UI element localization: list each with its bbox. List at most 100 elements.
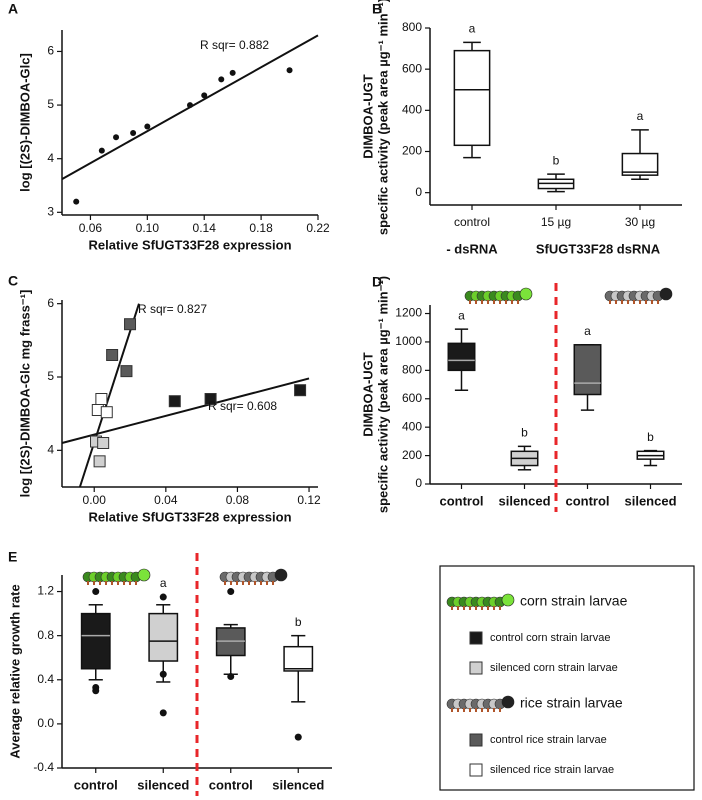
outlier xyxy=(92,683,100,691)
x-tick-label: 0.08 xyxy=(226,493,250,507)
x-tick-label: 0.06 xyxy=(79,221,103,235)
x-tick-label: 0.12 xyxy=(297,493,321,507)
point xyxy=(120,365,133,378)
y-tick-label: 600 xyxy=(402,391,422,405)
legend-label: control rice strain larvae xyxy=(490,734,607,746)
x-tick-label: 30 µg xyxy=(625,215,655,229)
caterpillar-icon xyxy=(446,593,515,610)
significance-letter: a xyxy=(584,324,591,338)
caterpillar-icon xyxy=(464,287,533,304)
outlier xyxy=(227,672,235,680)
outlier xyxy=(227,588,235,596)
y-axis-label: log [(2S)-DIMBOA-Glc mg frass⁻¹] xyxy=(17,290,32,498)
point xyxy=(106,349,119,361)
point xyxy=(201,92,208,99)
annotation: R sqr= 0.827 xyxy=(138,302,207,316)
caterpillar-head xyxy=(659,287,673,301)
caterpillar-icon xyxy=(446,695,515,712)
point xyxy=(144,123,151,130)
box xyxy=(447,342,476,372)
x-axis-label: Relative SfUGT33F28 expression xyxy=(88,509,291,524)
outlier xyxy=(159,670,167,678)
x-tick-label: control xyxy=(74,777,118,792)
panel-label: C xyxy=(8,273,18,289)
regression-line xyxy=(78,303,140,488)
point xyxy=(98,147,105,154)
x-tick-label: silenced xyxy=(272,777,324,792)
x-tick-label: control xyxy=(565,493,609,508)
y-tick-label: 400 xyxy=(402,419,422,433)
y-tick-label: 0 xyxy=(415,185,422,199)
x-tick-label: silenced xyxy=(498,493,550,508)
y-tick-label: 0 xyxy=(415,476,422,490)
point xyxy=(204,393,217,405)
point xyxy=(229,69,236,76)
caterpillar-icon xyxy=(82,568,151,585)
y-tick-label: 1200 xyxy=(395,306,422,320)
x-tick-label: 0.14 xyxy=(193,221,217,235)
legend-header: corn strain larvae xyxy=(520,593,628,609)
y-axis-label: DIMBOA-UGT xyxy=(360,74,375,159)
point xyxy=(93,455,106,468)
panel-label: D xyxy=(372,274,382,290)
y-tick-label: 1.2 xyxy=(37,584,54,598)
point xyxy=(130,129,137,136)
y-tick-label: 0.0 xyxy=(37,716,54,730)
caterpillar-head xyxy=(137,568,151,582)
group-label: - dsRNA xyxy=(446,241,498,256)
significance-letter: b xyxy=(553,153,560,167)
box xyxy=(80,612,111,670)
significance-letter: a xyxy=(637,109,644,123)
legend-header: rice strain larvae xyxy=(520,695,623,711)
x-tick-label: 0.10 xyxy=(136,221,160,235)
x-tick-label: 0.22 xyxy=(306,221,330,235)
y-tick-label: 800 xyxy=(402,20,422,34)
y-axis-label: log [(2S)-DIMBOA-Glc] xyxy=(17,53,32,192)
y-axis-label: DIMBOA-UGT xyxy=(360,352,375,437)
x-tick-label: silenced xyxy=(624,493,676,508)
y-tick-label: 200 xyxy=(402,448,422,462)
y-tick-label: 5 xyxy=(47,369,54,383)
outlier xyxy=(159,709,167,717)
box xyxy=(283,645,314,672)
x-tick-label: control xyxy=(209,777,253,792)
x-tick-label: control xyxy=(439,493,483,508)
point xyxy=(286,67,293,74)
outlier xyxy=(92,588,100,596)
legend-swatch xyxy=(469,631,483,645)
caterpillar-head xyxy=(274,568,288,582)
point xyxy=(95,393,108,405)
x-axis-label: Relative SfUGT33F28 expression xyxy=(88,237,291,252)
point xyxy=(187,102,193,109)
y-axis-label: specific activity (peak area µg⁻¹ min⁻¹) xyxy=(375,276,390,513)
legend-swatch xyxy=(469,733,483,747)
significance-letter: a xyxy=(458,308,465,322)
regression-line xyxy=(61,377,310,444)
group-label: SfUGT33F28 dsRNA xyxy=(536,241,661,256)
y-tick-label: 400 xyxy=(402,102,422,116)
x-tick-label: 0.18 xyxy=(249,221,273,235)
x-tick-label: silenced xyxy=(137,777,189,792)
y-tick-label: 600 xyxy=(402,61,422,75)
point xyxy=(100,406,113,419)
panel-label: A xyxy=(8,1,18,17)
y-tick-label: 0.8 xyxy=(37,628,54,642)
point xyxy=(168,395,181,408)
x-tick-label: 0.04 xyxy=(154,493,178,507)
y-tick-label: 6 xyxy=(47,296,54,310)
legend-swatch xyxy=(469,661,483,675)
significance-letter: a xyxy=(469,22,476,36)
point xyxy=(73,198,80,205)
legend-frame xyxy=(439,565,695,791)
box xyxy=(148,612,179,662)
panel-label: B xyxy=(372,1,382,17)
significance-letter: b xyxy=(521,426,528,440)
y-tick-label: 800 xyxy=(402,363,422,377)
panel-label: E xyxy=(8,549,17,565)
caterpillar-head xyxy=(501,695,515,709)
y-tick-label: 4 xyxy=(47,151,54,165)
box xyxy=(621,152,659,176)
y-tick-label: 200 xyxy=(402,144,422,158)
